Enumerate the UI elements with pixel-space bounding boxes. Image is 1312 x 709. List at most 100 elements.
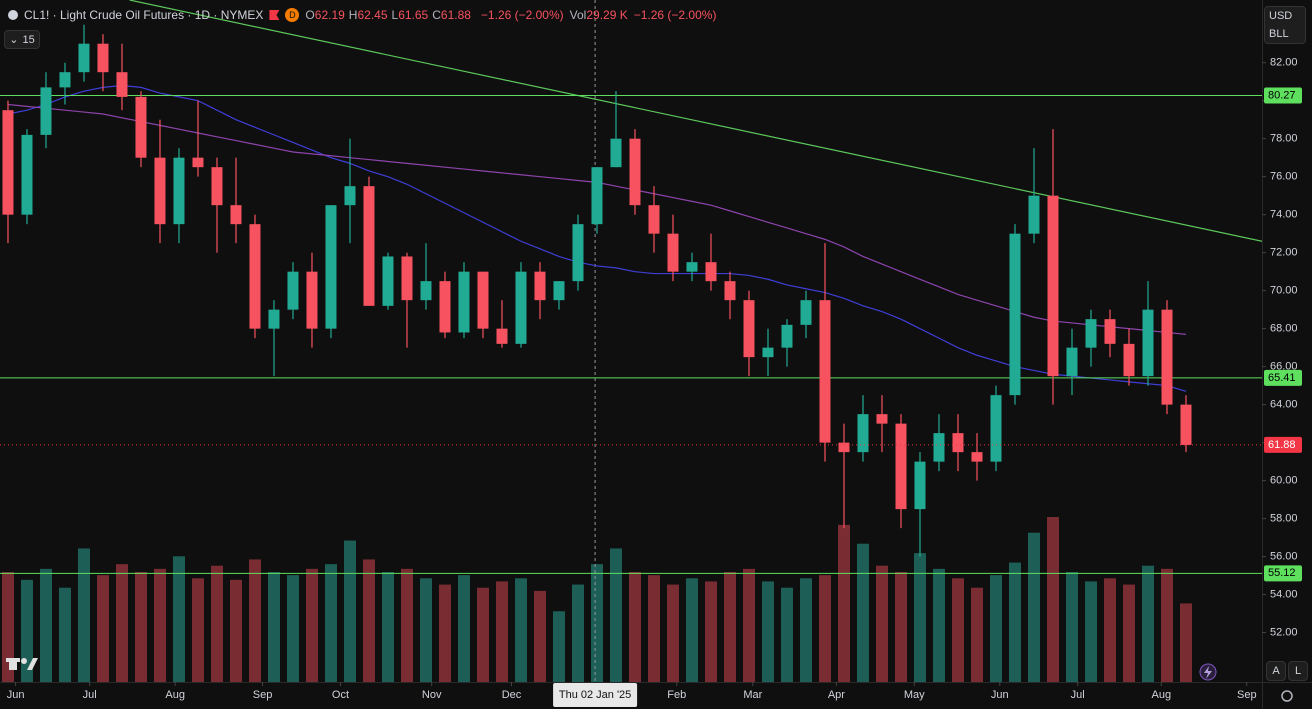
candle-body (230, 205, 242, 225)
candle-body (724, 281, 736, 301)
y-tick-label: 76.00 (1270, 171, 1298, 183)
volume-bar (39, 568, 52, 682)
volume-bar (324, 564, 337, 682)
settings-icon[interactable] (1281, 690, 1293, 702)
candle-body (1142, 309, 1154, 377)
volume-bar (476, 587, 489, 682)
ohlc-value: 61.88 (440, 8, 471, 22)
candle-body (154, 157, 166, 225)
candle-body (914, 461, 926, 510)
ohlc-label: H (348, 8, 358, 22)
x-tick-label: Sep (253, 689, 273, 701)
candle-body (648, 205, 660, 234)
symbol: CL1! · Light Crude Oil Futures · 1D · NY… (24, 8, 264, 22)
volume-pane (1, 517, 1192, 682)
candle-body (800, 300, 812, 325)
x-tick-label: Sep (1237, 689, 1257, 701)
candle-body (667, 233, 679, 272)
y-tick-label: 56.00 (1270, 551, 1298, 563)
interval-button[interactable]: ⌄ 15 (4, 30, 40, 49)
volume-bar (951, 578, 964, 682)
volume-bar (20, 579, 33, 682)
change: −1.26 (−2.00%) (480, 8, 564, 22)
volume-bar (799, 578, 812, 682)
volume-bar (647, 575, 660, 682)
volume-bar (134, 572, 147, 682)
log-scale-button[interactable]: L (1288, 661, 1308, 681)
candle-body (743, 300, 755, 358)
candle-body (40, 87, 52, 135)
volume-bar (115, 564, 128, 682)
volume-bar (761, 581, 774, 682)
y-tick-label: 54.00 (1270, 589, 1298, 601)
price-tag-label: 80.27 (1268, 89, 1296, 101)
candle-body (1028, 195, 1040, 234)
candle-body (439, 281, 451, 333)
x-tick-label: Dec (502, 689, 522, 701)
volume-bar (552, 611, 565, 682)
candle-body (591, 167, 603, 225)
x-tick-label: May (904, 689, 925, 701)
volume-bar (229, 579, 242, 682)
auto-scale-button[interactable]: A (1266, 661, 1286, 681)
candle-body (173, 157, 185, 225)
volume-bar (58, 587, 71, 682)
price-tag (1264, 565, 1302, 582)
x-tick-label: Feb (667, 689, 686, 701)
ohlc-label: C (432, 8, 441, 22)
legend-header: CL1! · Light Crude Oil Futures · 1D · NY… (8, 8, 716, 22)
y-tick-label: 52.00 (1270, 627, 1298, 639)
candle-body (629, 138, 641, 206)
ohlc-value: 61.65 (398, 8, 429, 22)
candle-body (553, 281, 565, 301)
flag[interactable] (269, 10, 280, 20)
volume-bar (1, 572, 14, 682)
volume-bar (837, 524, 850, 682)
volume-bar (1179, 603, 1192, 682)
volume-bar (780, 587, 793, 682)
candle-body (781, 324, 793, 348)
volume-bar (1065, 572, 1078, 682)
candle-body (1085, 319, 1097, 348)
volume-bar (1160, 568, 1173, 682)
candle-body (382, 256, 394, 306)
candle-body (819, 300, 831, 443)
volume-bar (742, 568, 755, 682)
candle-body (895, 423, 907, 510)
volume-bar (419, 578, 432, 682)
volume-bar (666, 584, 679, 682)
currency-selector[interactable]: USD BLL (1264, 6, 1306, 44)
candle-body (268, 309, 280, 329)
x-tick-label: Thu 02 Jan '25 (559, 689, 631, 701)
volume-bar (1103, 578, 1116, 682)
candle-body (287, 271, 299, 310)
candle-body (762, 347, 774, 358)
candle-body (686, 262, 698, 272)
volume-bar (286, 575, 299, 682)
candle-body (401, 256, 413, 301)
candle-body (876, 414, 888, 424)
volume-bar (495, 581, 508, 682)
volume: 29.29 K (586, 8, 628, 22)
candle-body (933, 433, 945, 462)
candle-body (2, 110, 14, 215)
x-tick-label: Mar (743, 689, 762, 701)
candle-body (1161, 309, 1173, 405)
volume-bar (875, 565, 888, 682)
price-tag-label: 55.12 (1268, 567, 1296, 579)
volume-bar (1008, 562, 1021, 682)
volume-bar (343, 540, 356, 682)
volume-bar (856, 543, 869, 682)
candle-body (1047, 195, 1059, 377)
y-tick-label: 72.00 (1270, 247, 1298, 259)
x-tick-label: Jul (83, 689, 97, 701)
candle-body (952, 433, 964, 453)
candle-body (192, 157, 204, 168)
y-tick-label: 70.00 (1270, 285, 1298, 297)
y-tick-label: 68.00 (1270, 323, 1298, 335)
volume-bar (571, 584, 584, 682)
candle-body (78, 43, 90, 73)
x-tick-label: Jun (991, 689, 1009, 701)
y-tick-label: 78.00 (1270, 133, 1298, 145)
candle-body (838, 442, 850, 453)
